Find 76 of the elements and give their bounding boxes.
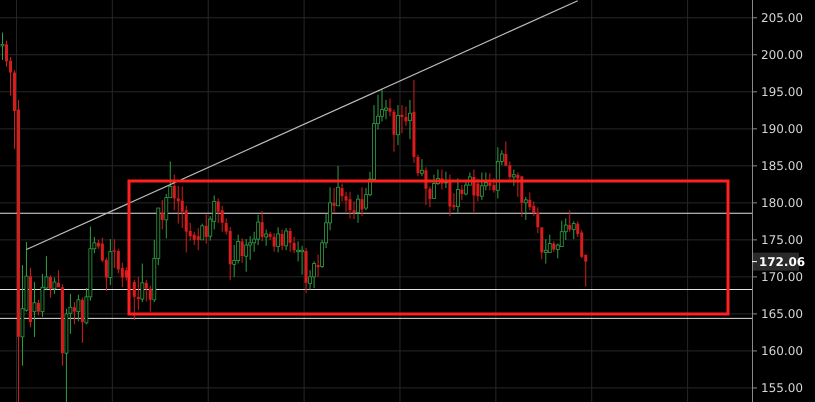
candlestick xyxy=(240,238,244,264)
y-tick-label: 200.00 xyxy=(761,48,803,62)
candlestick xyxy=(488,172,492,191)
candlestick xyxy=(40,273,44,318)
candlestick xyxy=(204,214,208,244)
y-tick-label: 175.00 xyxy=(761,233,803,248)
candlestick xyxy=(48,274,52,298)
candlestick xyxy=(448,174,452,217)
candlestick xyxy=(416,154,420,177)
candlestick xyxy=(428,186,432,208)
text: 172.06 xyxy=(758,254,806,269)
candlestick xyxy=(144,279,148,302)
candlestick xyxy=(272,232,276,252)
candlestick xyxy=(108,238,112,286)
candlestick xyxy=(380,88,384,122)
candlestick xyxy=(0,32,4,60)
candlestick xyxy=(28,268,32,328)
candlestick xyxy=(412,79,416,164)
candlestick xyxy=(176,185,180,224)
candlestick xyxy=(304,248,308,294)
candlestick xyxy=(76,294,80,322)
candlestick xyxy=(480,172,484,200)
candlestick xyxy=(232,244,236,278)
candlestick xyxy=(20,264,24,366)
candlestick xyxy=(404,106,408,126)
y-tick-label: 165.00 xyxy=(761,307,803,322)
candlestick xyxy=(292,236,296,254)
y-tick-label: 190.00 xyxy=(761,122,803,136)
candlestick xyxy=(36,299,40,316)
y-tick-label: 205.00 xyxy=(761,10,803,25)
y-tick-label: 185.00 xyxy=(761,159,803,174)
candlestick xyxy=(536,206,540,234)
candlestick xyxy=(316,254,320,278)
candlestick xyxy=(548,234,552,253)
candlestick xyxy=(408,99,412,140)
candlestick xyxy=(196,228,200,251)
y-tick-label: 195.00 xyxy=(761,85,803,99)
candlestick xyxy=(244,238,248,272)
candlestick xyxy=(268,231,272,240)
candlestick xyxy=(216,198,220,224)
candlestick xyxy=(396,104,400,146)
candlestick xyxy=(256,214,260,246)
candlestick xyxy=(80,297,84,344)
candlestick xyxy=(64,308,68,402)
y-tick-label: 155.00 xyxy=(761,381,803,396)
candlestick xyxy=(220,205,224,232)
candlestick xyxy=(392,109,396,152)
candlestick xyxy=(248,236,252,260)
candlestick xyxy=(32,282,36,338)
candlestick xyxy=(540,227,544,260)
candlestick xyxy=(520,176,524,218)
y-tick-label: 160.00 xyxy=(761,344,803,358)
candlestick xyxy=(228,226,232,280)
candlestick xyxy=(72,302,76,325)
candlestick xyxy=(532,200,536,217)
candlestick xyxy=(344,191,348,212)
candlestick xyxy=(460,184,464,200)
candlestick xyxy=(360,186,364,217)
candlestick xyxy=(112,238,116,268)
candlestick xyxy=(336,165,340,206)
candlestick xyxy=(296,240,300,262)
y-tick-label: 170.00 xyxy=(761,270,803,284)
candlestick xyxy=(348,191,352,219)
candlestick xyxy=(560,220,564,247)
candlestick xyxy=(340,183,344,202)
candlestick xyxy=(332,188,336,214)
candlestick xyxy=(192,231,196,246)
candlestick xyxy=(160,199,164,230)
candlestick xyxy=(544,238,548,264)
candlestick xyxy=(180,186,184,229)
candlestick xyxy=(172,174,176,211)
candlestick xyxy=(56,270,60,288)
candlestick xyxy=(288,228,292,252)
candlestick xyxy=(260,210,264,242)
candlestick xyxy=(528,192,532,211)
y-tick-label: 180.00 xyxy=(761,196,803,210)
